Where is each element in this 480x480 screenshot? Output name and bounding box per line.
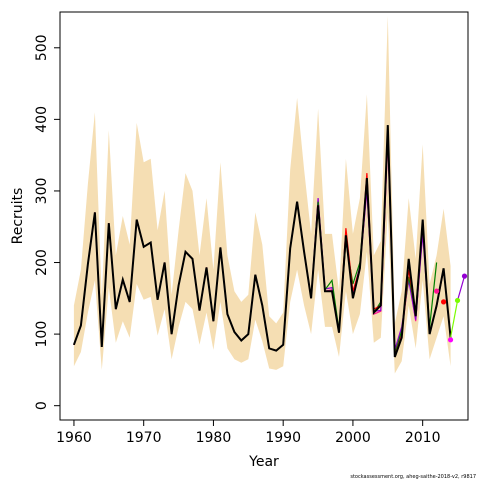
x-axis-title: Year bbox=[248, 454, 279, 470]
y-tick-label-400: 400 bbox=[34, 106, 50, 133]
y-axis: 0 100 200 300 400 500 bbox=[34, 34, 60, 410]
terminal-point-2014 bbox=[447, 337, 454, 343]
y-tick-label-500: 500 bbox=[34, 34, 50, 61]
x-tick-label-1980: 1980 bbox=[196, 430, 232, 446]
y-axis-title: Recruits bbox=[10, 188, 26, 245]
x-tick-label-1970: 1970 bbox=[126, 430, 162, 446]
plot-frame bbox=[59, 11, 469, 421]
tail-segment-2 bbox=[456, 275, 466, 301]
tail-segment-1 bbox=[449, 300, 459, 338]
y-tick-label-0: 0 bbox=[34, 401, 50, 410]
x-tick-label-1990: 1990 bbox=[265, 430, 301, 446]
x-tick-label-2000: 2000 bbox=[335, 430, 371, 446]
terminal-point-2013 bbox=[440, 299, 447, 305]
x-tick-label-2010: 2010 bbox=[405, 430, 441, 446]
x-tick-label-1960: 1960 bbox=[56, 430, 92, 446]
estimate-line bbox=[72, 125, 452, 358]
y-tick-label-200: 200 bbox=[34, 249, 50, 276]
terminal-point-2012 bbox=[434, 288, 440, 294]
terminal-points bbox=[434, 273, 468, 343]
y-tick-label-100: 100 bbox=[34, 321, 50, 348]
series-lines bbox=[72, 125, 466, 358]
terminal-point-2016 bbox=[461, 273, 468, 279]
source-footnote: stockassessment.org, aheg-saithe-2018-v2… bbox=[350, 474, 476, 480]
terminal-point-2015 bbox=[454, 297, 461, 304]
x-axis: 1960 1970 1980 1990 2000 2010 bbox=[56, 420, 440, 446]
y-tick-label-300: 300 bbox=[34, 178, 50, 205]
